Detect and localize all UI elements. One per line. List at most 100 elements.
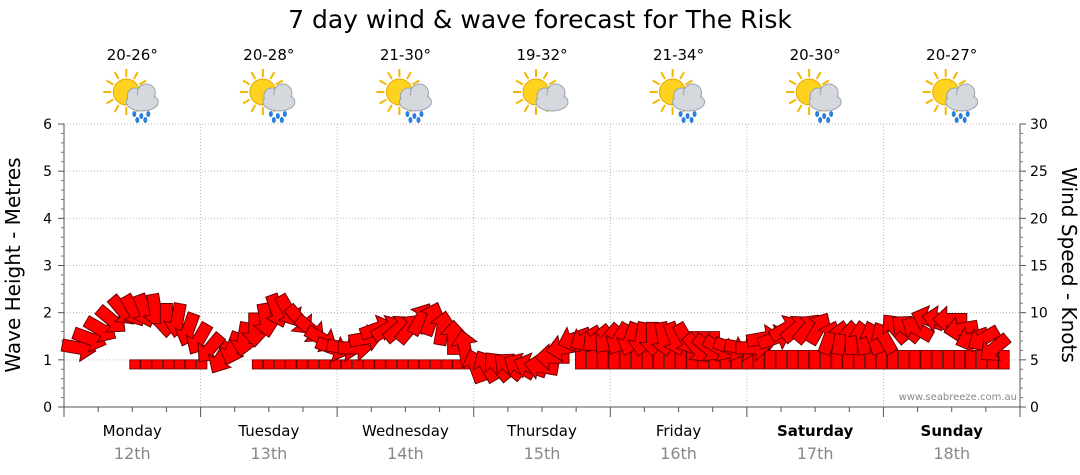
sun-cloud-rain-icon: [376, 69, 432, 123]
rain-drop: [958, 113, 963, 119]
sun-ray: [788, 79, 797, 86]
day-label: Friday: [656, 422, 702, 440]
rain-drop: [685, 113, 690, 119]
wind-arrow: [185, 320, 214, 355]
sun-ray: [523, 104, 530, 113]
wave-bar: [965, 349, 977, 370]
date-label: 17th: [797, 444, 834, 463]
sun-ray: [515, 98, 524, 105]
sun-ray: [379, 98, 387, 105]
wave-bar: [931, 349, 943, 370]
sun-ray: [250, 104, 257, 113]
sun-ray: [132, 71, 139, 80]
wave-bar: [998, 349, 1010, 370]
wave-bar: [797, 349, 810, 370]
wave-bar: [786, 349, 798, 370]
wind-arrow: [932, 305, 968, 334]
sun-ray: [269, 71, 276, 80]
wave-bar: [597, 349, 609, 370]
wave-bar: [775, 349, 787, 370]
wave-bar: [173, 359, 186, 370]
y2-tick-label: 10: [1030, 306, 1048, 322]
wave-bar: [575, 349, 587, 370]
rain-drop: [139, 113, 144, 119]
date-label: 13th: [250, 444, 287, 463]
sun-ray: [925, 79, 934, 86]
sun-ray: [796, 71, 803, 80]
wind-arrow-shape: [901, 314, 936, 343]
sun-ray: [796, 104, 803, 113]
y2-tick-label: 0: [1030, 400, 1039, 416]
cloud-fill: [673, 95, 704, 109]
sun-ray: [105, 79, 114, 86]
sun-ray: [542, 71, 549, 80]
wind-arrow: [980, 332, 1012, 361]
temp-range: 20-27°: [926, 46, 977, 64]
sun-ray: [105, 98, 114, 105]
wave-bar: [296, 359, 308, 370]
wave-bar: [430, 359, 442, 370]
day-label: Monday: [103, 422, 162, 440]
sun-ray: [113, 71, 120, 80]
wave-bar: [318, 359, 330, 370]
wind-arrow: [901, 314, 936, 343]
rain-drop: [416, 117, 421, 123]
rain-drop: [681, 117, 686, 123]
cloud-fill: [127, 95, 158, 109]
sun-ray: [788, 98, 797, 105]
rain-drop: [689, 117, 694, 123]
temp-range: 20-26°: [107, 46, 158, 64]
rain-drop: [143, 117, 148, 123]
wave-bar: [407, 359, 420, 370]
wave-bar: [341, 359, 353, 370]
sun-ray: [685, 79, 693, 86]
y2-tick-label: 20: [1030, 211, 1048, 227]
wave-bar: [274, 359, 286, 370]
wind-arrow-shape: [240, 312, 269, 348]
wind-arrow-shape: [429, 310, 458, 347]
sun-ray: [387, 71, 393, 80]
rain-drop: [412, 113, 417, 119]
wave-bar: [363, 359, 375, 370]
wind-arrow-shape: [185, 320, 214, 355]
day-label: Wednesday: [362, 422, 449, 440]
rain-drop: [965, 111, 970, 117]
wave-bar: [285, 359, 297, 370]
rain-drop: [815, 111, 820, 117]
wave-bar: [396, 359, 408, 370]
rain-drop: [405, 111, 410, 117]
sun-ray: [242, 98, 251, 105]
wave-bar: [307, 359, 319, 370]
rain-drop: [678, 111, 683, 117]
sun-cloud-rain-icon: [922, 69, 979, 123]
wind-arrow: [82, 315, 117, 343]
sun-ray: [138, 79, 147, 86]
cloud-fill: [400, 95, 431, 109]
wave-bar: [251, 359, 264, 370]
wave-bar: [151, 359, 163, 370]
rain-drop: [826, 117, 831, 123]
rain-drop: [271, 117, 276, 123]
sun-ray: [113, 104, 120, 113]
wave-bar: [586, 349, 598, 370]
date-label: 14th: [387, 444, 424, 463]
wave-bar: [898, 349, 910, 370]
wave-bar: [764, 349, 776, 370]
rain-drop: [692, 111, 697, 117]
sun-ray: [952, 71, 959, 80]
sun-cloud-rain-icon: [239, 69, 296, 123]
date-label: 16th: [660, 444, 697, 463]
sun-ray: [548, 79, 557, 86]
sun-ray: [387, 104, 393, 113]
sun-cloud-icon: [513, 69, 569, 115]
wind-arrow-shape: [804, 312, 833, 347]
cloud-fill: [263, 95, 294, 109]
date-label: 15th: [524, 444, 561, 463]
wind-arrow-shape: [82, 315, 117, 343]
wind-arrow-shape: [932, 305, 968, 334]
day-labels: Monday 12th Tuesday 13th Wednesday 14th Thursd…: [103, 422, 983, 463]
wind-arrow: [240, 312, 269, 348]
rain-drop: [275, 113, 280, 119]
sun-ray: [660, 104, 666, 113]
y2-axis-title: Wind Speed - Knots: [1057, 167, 1080, 363]
